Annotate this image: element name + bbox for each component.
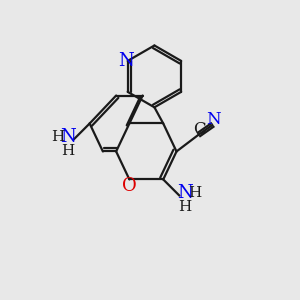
Text: N: N (118, 52, 134, 70)
Text: N: N (206, 111, 221, 128)
Text: N: N (60, 128, 76, 146)
Text: H: H (178, 200, 191, 214)
Text: C: C (193, 121, 205, 138)
Text: H: H (51, 130, 64, 144)
Text: H: H (61, 144, 75, 158)
Text: O: O (122, 177, 137, 195)
Text: N: N (177, 184, 193, 202)
Text: H: H (188, 186, 201, 200)
